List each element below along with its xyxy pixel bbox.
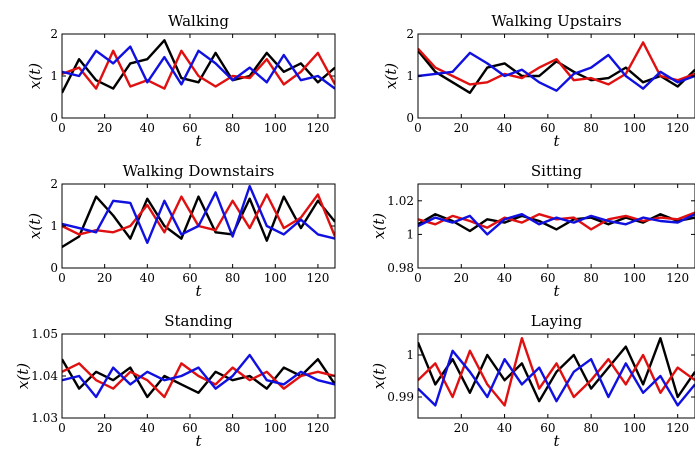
y-tick-label: 2 [50,177,58,191]
series-line-3 [418,212,695,236]
x-tick-label: 40 [497,421,512,435]
x-tick-label: 0 [58,271,66,285]
series-line-1 [418,337,695,403]
y-axis-label: x(t) [370,363,388,389]
x-tick-label: 100 [264,271,287,285]
y-tick-label: 2 [50,27,58,41]
x-tick-label: 20 [454,421,469,435]
x-tick-label: 100 [264,421,287,435]
y-axis-label: x(t) [14,363,32,389]
x-tick-label: 120 [306,121,329,135]
x-tick-label: 100 [623,421,646,435]
axes-frame [417,183,695,269]
x-tick-label: 120 [306,421,329,435]
x-tick-label: 20 [97,421,112,435]
x-tick-label: 80 [583,271,598,285]
x-tick-label: 80 [583,421,598,435]
x-tick-label: 0 [414,271,422,285]
x-tick-label: 80 [225,121,240,135]
axes-frame [417,33,695,119]
series-line-2 [418,41,695,86]
x-tick-label: 20 [97,121,112,135]
x-tick-label: 60 [540,271,555,285]
y-tick-label: 1.04 [31,369,58,383]
series-line-2 [62,362,335,399]
x-tick-label: 80 [225,271,240,285]
subplot-5: 0 20 40 60 80 100 120 1.03 1.04 1.05 Standing t x(t) [14,312,336,450]
x-tick-label: 20 [97,271,112,285]
y-tick-label: 1 [406,227,414,241]
x-tick-label: 20 [454,271,469,285]
x-tick-label: 60 [182,121,197,135]
x-tick-label: 40 [497,121,512,135]
y-axis-label: x(t) [26,63,44,89]
x-tick-label: 100 [623,121,646,135]
x-tick-label: 40 [140,271,155,285]
x-tick-label: 40 [140,421,155,435]
x-tick-label: 100 [623,271,646,285]
panel-title: Standing [164,312,233,330]
y-tick-label: 0 [406,111,414,125]
x-tick-label: 100 [264,121,287,135]
y-axis-label: x(t) [382,63,400,89]
x-tick-label: 60 [182,271,197,285]
y-tick-label: 0.99 [387,390,414,404]
series-line-3 [418,349,695,407]
x-axis-label: t [553,282,560,300]
y-tick-label: 1 [406,69,414,83]
subplot-2: 0 20 40 60 80 100 120 0 1 2 Walking Upstairs t x(t) [382,12,695,150]
y-tick-label: 1 [406,348,414,362]
x-axis-label: t [553,132,560,150]
x-tick-label: 120 [666,271,689,285]
series-line-1 [62,39,335,94]
x-tick-label: 20 [454,121,469,135]
series-line-2 [62,49,335,90]
x-axis-label: t [195,432,202,450]
x-axis-label: t [553,432,560,450]
y-tick-label: 0 [50,111,58,125]
subplot-1: 0 20 40 60 80 100 120 0 1 2 Walking t x(t) [26,12,336,150]
series-line-3 [62,45,335,90]
series-line-3 [418,51,695,92]
panel-title: Laying [531,312,583,330]
panel-title: Walking Downstairs [123,162,275,180]
axes-frame [417,333,695,419]
x-tick-label: 120 [666,421,689,435]
x-tick-label: 60 [182,421,197,435]
x-tick-label: 40 [140,121,155,135]
subplot-6: 20 40 60 80 100 120 0.99 1 Laying t x(t) [370,312,695,450]
y-tick-label: 1 [50,69,58,83]
subplot-4: 0 20 40 60 80 100 120 0.98 1 1.02 Sitting t x(t) [370,162,695,300]
y-axis-label: x(t) [370,213,388,239]
series-line-3 [62,184,335,245]
x-axis-label: t [195,132,202,150]
panel-title: Walking Upstairs [491,12,621,30]
x-axis-label: t [195,282,202,300]
x-tick-label: 120 [306,271,329,285]
panel-title: Sitting [531,162,583,180]
y-tick-label: 1.05 [31,327,58,341]
series-line-1 [418,50,695,95]
y-tick-label: 1 [50,219,58,233]
x-tick-label: 120 [666,121,689,135]
x-tick-label: 60 [540,121,555,135]
y-tick-label: 0.98 [387,261,414,275]
x-tick-label: 40 [497,271,512,285]
subplot-3: 0 20 40 60 80 100 120 0 1 2 Walking Downstairs t x(t… [26,162,336,300]
x-tick-label: 80 [583,121,598,135]
y-tick-label: 1.02 [387,194,414,208]
x-tick-label: 0 [58,421,66,435]
y-axis-label: x(t) [26,213,44,239]
x-tick-label: 0 [58,121,66,135]
y-tick-label: 0 [50,261,58,275]
series-line-3 [62,353,335,399]
y-tick-label: 2 [406,27,414,41]
y-tick-label: 1.03 [31,411,58,425]
x-tick-label: 60 [540,421,555,435]
x-tick-label: 0 [414,121,422,135]
panel-title: Walking [168,12,229,30]
x-tick-label: 80 [225,421,240,435]
